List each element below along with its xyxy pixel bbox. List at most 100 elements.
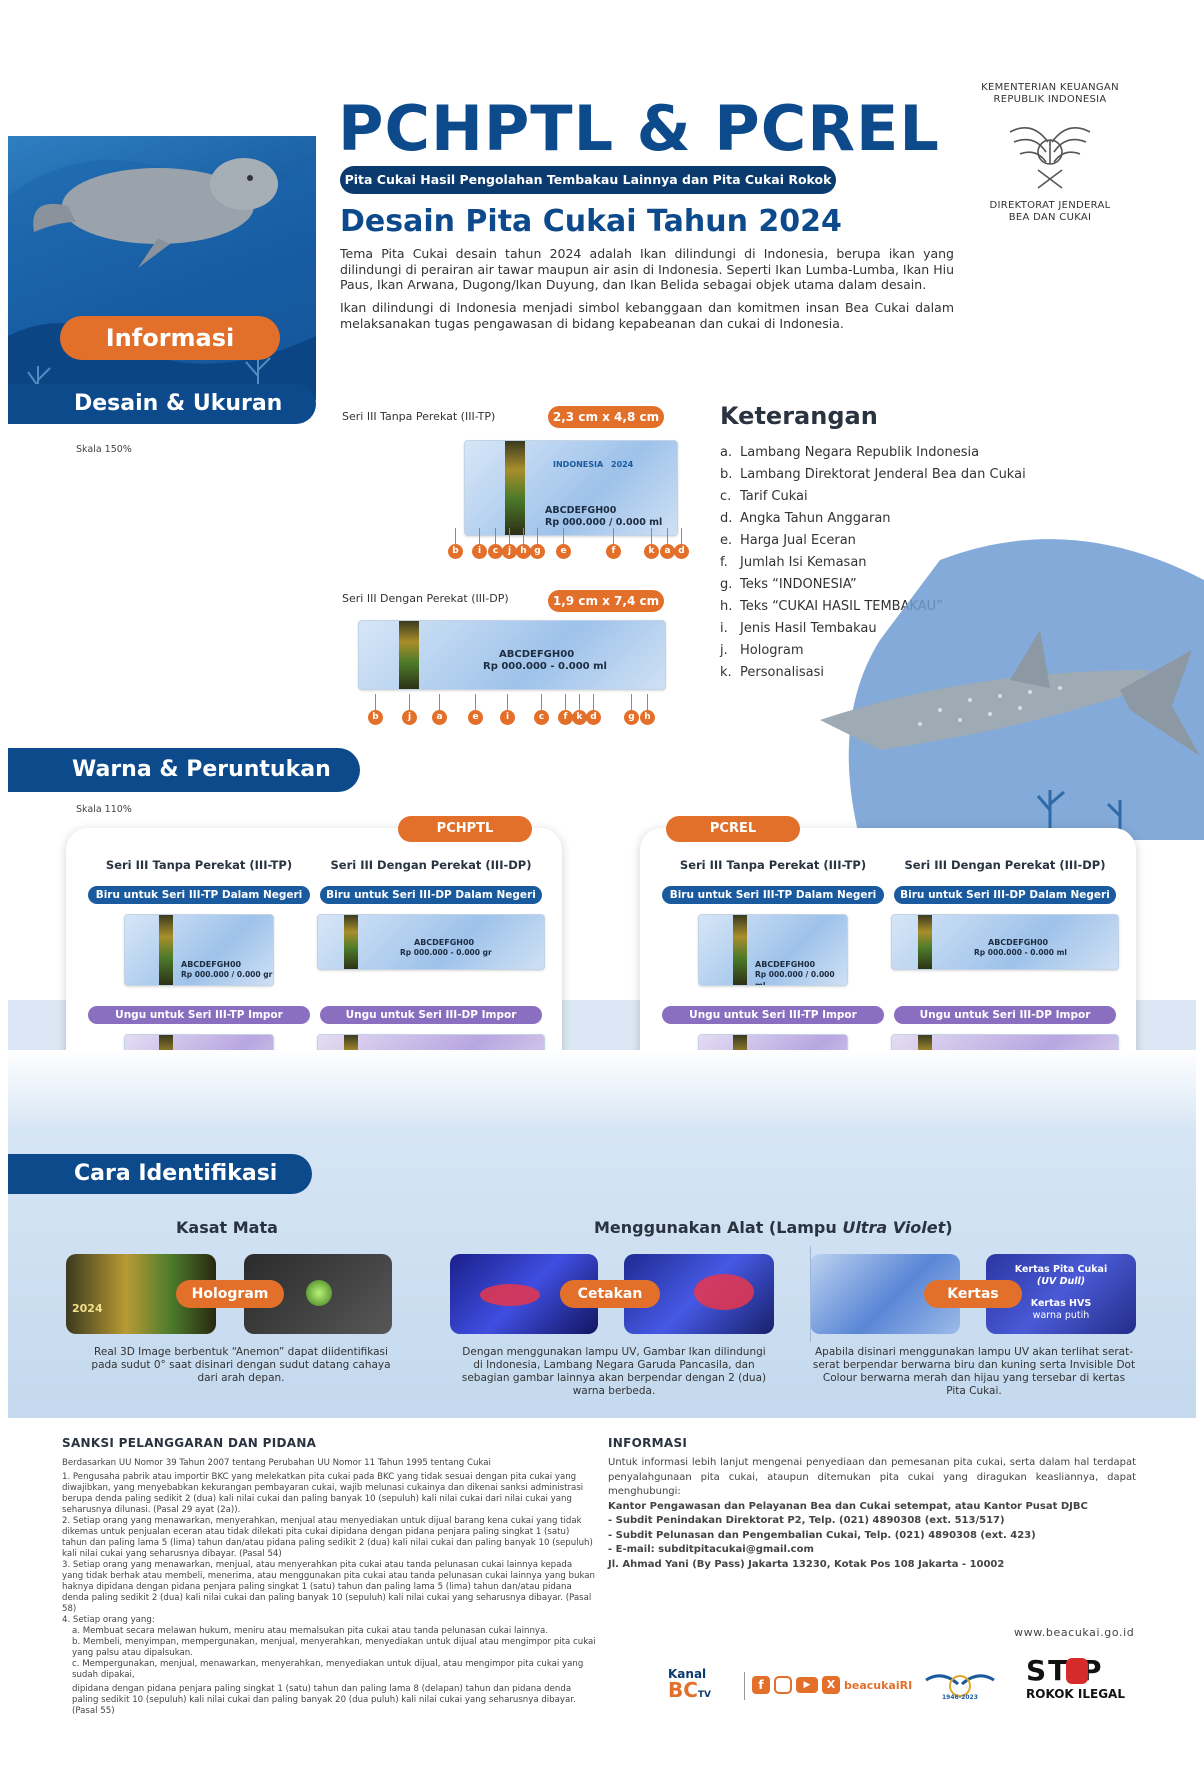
tp-stamp-sample: INDONESIA 2024 ABCDEFGH00 Rp 000.000 / 0… — [464, 440, 678, 536]
instagram-icon[interactable] — [774, 1676, 792, 1694]
hologram-badge: Hologram — [176, 1280, 284, 1308]
kasat-mata-heading: Kasat Mata — [176, 1218, 278, 1237]
informasi-footer-title: INFORMASI — [608, 1436, 688, 1450]
keterangan-item: k. Personalisasi — [720, 665, 824, 680]
keterangan-item: a. Lambang Negara Republik Indonesia — [720, 445, 980, 460]
keterangan-item: g. Teks “INDONESIA” — [720, 577, 857, 592]
intro-paragraph-1: Tema Pita Cukai desain tahun 2024 adalah… — [340, 246, 954, 292]
scale-note-110: Skala 110% — [76, 804, 132, 815]
hero-dugong-banner — [8, 136, 316, 424]
hand-icon — [1066, 1658, 1088, 1684]
callout-marker: i — [472, 544, 487, 559]
logo-separator — [744, 1672, 745, 1700]
purple-dp-usage-label: Ungu untuk Seri III-DP Impor — [894, 1006, 1116, 1024]
callout-marker: c — [534, 710, 549, 725]
sanksi-title: SANKSI PELANGGARAN DAN PIDANA — [62, 1436, 317, 1450]
keterangan-item: f. Jumlah Isi Kemasan — [720, 555, 867, 570]
tp-size-badge: 2,3 cm x 4,8 cm — [548, 406, 664, 428]
keterangan-item: j. Hologram — [720, 643, 804, 658]
blue-tp-usage-label: Biru untuk Seri III-TP Dalam Negeri — [88, 886, 310, 904]
purple-tp-usage-label: Ungu untuk Seri III-TP Impor — [662, 1006, 884, 1024]
keterangan-item: d. Angka Tahun Anggaran — [720, 511, 891, 526]
callout-marker: f — [606, 544, 621, 559]
callout-marker: i — [500, 710, 515, 725]
social-icons: f ▶ X beacukaiRI — [752, 1676, 912, 1694]
callout-marker: g — [530, 544, 545, 559]
dp-series-label: Seri III Dengan Perekat (III-DP) — [342, 592, 509, 605]
poster-title: PCHPTL & PCREL — [338, 92, 940, 165]
blue-tp-stamp-sample: ABCDEFGH00 Rp 000.000 / 0.000 gr — [124, 914, 274, 986]
kertas-caption: Apabila disinari menggunakan lampu UV ak… — [812, 1346, 1136, 1397]
blue-dp-stamp-sample: ABCDEFGH00 Rp 000.000 - 0.000 gr — [317, 914, 545, 970]
callout-marker: e — [556, 544, 571, 559]
keterangan-title: Keterangan — [720, 402, 878, 430]
whale-shark-illustration — [820, 520, 1204, 840]
hologram-caption: Real 3D Image berbentuk “Anemon” dapat d… — [91, 1346, 391, 1384]
stop-rokok-ilegal-logo: ST P ROKOK ILEGAL — [1026, 1654, 1125, 1702]
panel-category-badge: PCREL — [666, 816, 800, 842]
callout-marker: j — [502, 544, 517, 559]
dugong-shape — [33, 158, 278, 268]
tp-column-heading: Seri III Tanpa Perekat (III-TP) — [105, 858, 293, 872]
keterangan-item: c. Tarif Cukai — [720, 489, 808, 504]
directorate-label: DIREKTORAT JENDERAL BEA DAN CUKAI — [989, 200, 1111, 223]
callout-marker: d — [674, 544, 689, 559]
callout-marker: h — [516, 544, 531, 559]
uv-tool-heading: Menggunakan Alat (Lampu Ultra Violet) — [594, 1218, 953, 1237]
informasi-badge: Informasi — [60, 316, 280, 360]
informasi-footer-body: Untuk informasi lebih lanjut mengenai pe… — [608, 1457, 1136, 1570]
ministry-label: KEMENTERIAN KEUANGAN REPUBLIK INDONESIA — [981, 82, 1119, 105]
tp-column-heading: Seri III Tanpa Perekat (III-TP) — [679, 858, 867, 872]
purple-dp-usage-label: Ungu untuk Seri III-DP Impor — [320, 1006, 542, 1024]
intro-paragraph-2: Ikan dilindungi di Indonesia menjadi sim… — [340, 300, 954, 331]
social-handle: beacukaiRI — [844, 1678, 913, 1692]
keterangan-item: e. Harga Jual Eceran — [720, 533, 856, 548]
callout-marker: k — [572, 710, 587, 725]
dp-column-heading: Seri III Dengan Perekat (III-DP) — [330, 858, 532, 872]
callout-marker: a — [660, 544, 675, 559]
callout-marker: b — [448, 544, 463, 559]
callout-marker: g — [624, 710, 639, 725]
cetakan-badge: Cetakan — [560, 1280, 660, 1308]
scale-note-150: Skala 150% — [76, 444, 132, 455]
youtube-icon[interactable]: ▶ — [796, 1677, 818, 1693]
poster-subtitle: Pita Cukai Hasil Pengolahan Tembakau Lai… — [340, 166, 836, 215]
callout-marker: k — [644, 544, 659, 559]
blue-tp-usage-label: Biru untuk Seri III-TP Dalam Negeri — [662, 886, 884, 904]
keterangan-list: a. Lambang Negara Republik Indonesia b. Lam… — [720, 442, 1026, 684]
kertas-badge: Kertas — [924, 1280, 1022, 1308]
sanksi-body: Berdasarkan UU Nomor 39 Tahun 2007 tenta… — [62, 1458, 596, 1716]
callout-marker: j — [402, 710, 417, 725]
cara-identifikasi-tab: Cara Identifikasi — [8, 1154, 312, 1194]
facebook-icon[interactable]: f — [752, 1676, 770, 1694]
callout-marker: c — [488, 544, 503, 559]
tp-series-label: Seri III Tanpa Perekat (III-TP) — [342, 410, 496, 423]
customs-emblem-icon — [1002, 112, 1098, 192]
desain-ukuran-tab: Desain & Ukuran — [8, 384, 316, 424]
warna-peruntukan-tab: Warna & Peruntukan — [8, 748, 360, 792]
keterangan-item: b. Lambang Direktorat Jenderal Bea dan Cu… — [720, 467, 1026, 482]
divider-line — [810, 1246, 811, 1342]
hologram-angle-image — [244, 1254, 392, 1334]
callout-marker: d — [586, 710, 601, 725]
x-icon[interactable]: X — [822, 1676, 840, 1694]
cetakan-caption: Dengan menggunakan lampu UV, Gambar Ikan… — [461, 1346, 767, 1397]
anniversary-logo: 1946-2023 — [922, 1666, 998, 1706]
dp-stamp-sample: ABCDEFGH00 Rp 000.000 - 0.000 ml — [358, 620, 666, 690]
keterangan-item: i. Jenis Hasil Tembakau — [720, 621, 877, 636]
blue-dp-stamp-sample: ABCDEFGH00 Rp 000.000 - 0.000 ml — [891, 914, 1119, 970]
blue-tp-stamp-sample: ABCDEFGH00 Rp 000.000 / 0.000 ml — [698, 914, 848, 986]
identification-background — [8, 1050, 1196, 1418]
design-heading: Desain Pita Cukai Tahun 2024 — [340, 204, 842, 239]
callout-marker: h — [640, 710, 655, 725]
blue-dp-usage-label: Biru untuk Seri III-DP Dalam Negeri — [320, 886, 542, 904]
callout-marker: e — [468, 710, 483, 725]
callout-marker: f — [558, 710, 573, 725]
website-link[interactable]: www.beacukai.go.id — [1014, 1626, 1135, 1639]
keterangan-item: h. Teks “CUKAI HASIL TEMBAKAU” — [720, 599, 943, 614]
purple-tp-usage-label: Ungu untuk Seri III-TP Impor — [88, 1006, 310, 1024]
panel-category-badge: PCHPTL — [398, 816, 532, 842]
dp-size-badge: 1,9 cm x 7,4 cm — [548, 590, 664, 612]
